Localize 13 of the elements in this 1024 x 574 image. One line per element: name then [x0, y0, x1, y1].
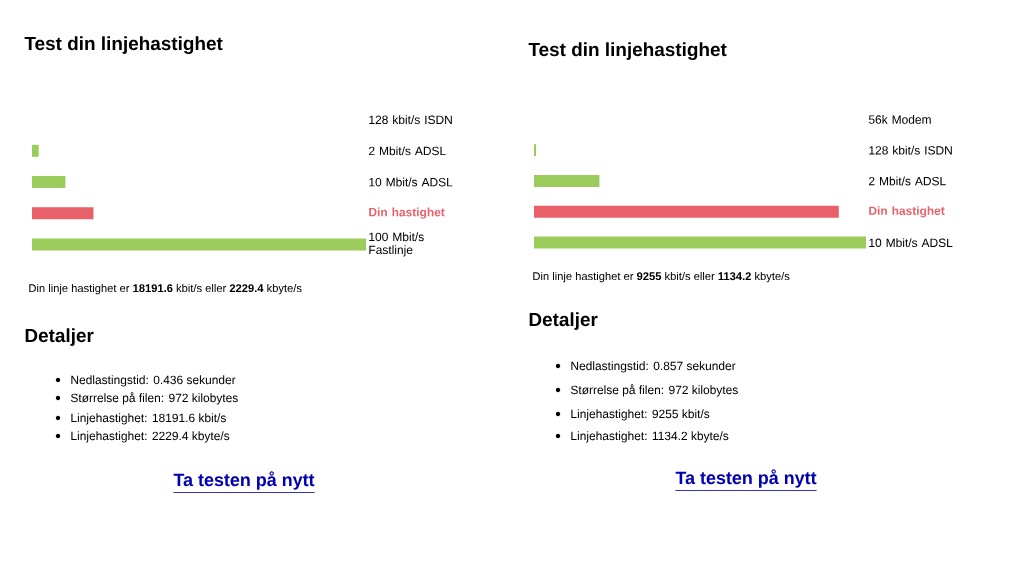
bar	[32, 207, 94, 220]
text: Ta testen på nytt	[675, 469, 817, 488]
text: Detaljer	[529, 312, 598, 330]
chart-title: Test din linjehastighet	[528, 42, 727, 61]
bar	[32, 238, 367, 251]
bar	[32, 144, 39, 157]
bar	[534, 175, 600, 188]
chart-title: Test din linjehastighet	[24, 36, 223, 55]
text: Detaljer	[25, 328, 94, 346]
bar	[32, 176, 66, 189]
bar	[534, 205, 839, 218]
bar	[534, 236, 867, 249]
text: Ta testen på nytt	[173, 471, 315, 490]
